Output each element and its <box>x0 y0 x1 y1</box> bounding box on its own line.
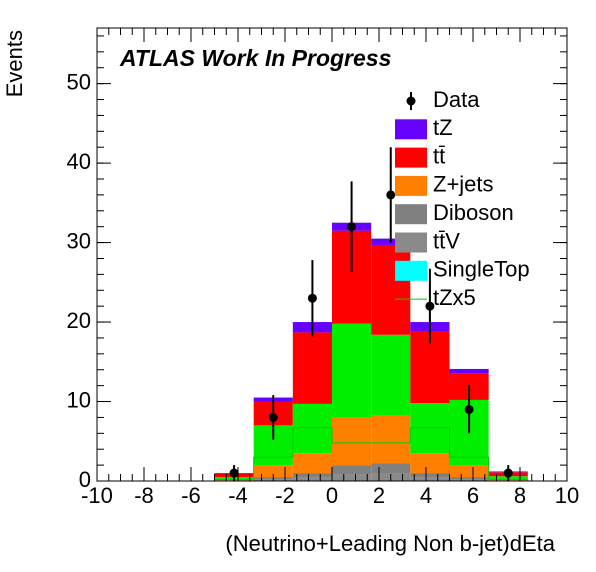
legend-label: Diboson <box>433 200 514 225</box>
legend-swatch <box>395 204 427 225</box>
x-tick-label: -4 <box>228 483 248 508</box>
histogram-bar <box>253 465 293 478</box>
histogram-bar <box>332 465 372 475</box>
histogram-bar <box>292 453 332 474</box>
x-tick-label: -2 <box>275 483 295 508</box>
legend-label: tt̄ <box>433 143 445 168</box>
legend-label: tZ <box>433 115 453 140</box>
legend-label: tt̄V <box>433 228 460 253</box>
data-point <box>464 404 474 414</box>
histogram-bar <box>449 477 489 480</box>
histogram-bar <box>292 403 332 454</box>
histogram-bar <box>332 474 372 481</box>
histogram-bar <box>449 479 489 481</box>
x-tick-label: 8 <box>514 483 526 508</box>
legend-label: Z+jets <box>433 172 494 197</box>
legend-swatch <box>395 260 427 281</box>
histogram-bar <box>292 473 332 478</box>
legend-swatch <box>395 175 427 196</box>
histogram-bar <box>449 368 489 374</box>
histogram-bar <box>410 477 450 481</box>
y-tick-label: 40 <box>67 149 91 174</box>
x-tick-label: 6 <box>467 483 479 508</box>
data-point <box>307 293 317 303</box>
y-tick-label: 30 <box>67 228 91 253</box>
histogram-bar <box>292 332 332 404</box>
legend-label: SingleTop <box>433 257 530 282</box>
histogram-bar <box>332 323 372 418</box>
histogram-bar <box>371 244 411 335</box>
histogram-bar <box>292 477 332 481</box>
x-axis-label: (Neutrino+Leading Non b-jet)dEta <box>225 531 555 556</box>
chart-title: ATLAS Work In Progress <box>119 45 391 71</box>
histogram-bar <box>410 473 450 478</box>
x-tick-label: -10 <box>81 483 113 508</box>
histogram-bar <box>410 453 450 474</box>
legend-swatch <box>395 119 427 140</box>
data-point <box>425 301 435 311</box>
y-tick-label: 0 <box>79 467 91 492</box>
histogram-bar <box>371 415 411 464</box>
y-tick-label: 10 <box>67 387 91 412</box>
y-axis-label: Events <box>2 30 27 97</box>
x-tick-label: -8 <box>134 483 154 508</box>
x-tick-label: 0 <box>326 483 338 508</box>
histogram-bar <box>371 334 411 416</box>
data-point <box>268 412 278 422</box>
histogram-bar <box>332 417 372 466</box>
x-tick-label: 4 <box>420 483 432 508</box>
y-tick-label: 50 <box>67 69 91 94</box>
legend-label: Data <box>433 87 480 112</box>
histogram-bar <box>371 463 411 474</box>
data-point <box>386 190 396 200</box>
y-tick-label: 20 <box>67 308 91 333</box>
x-tick-label: 10 <box>555 483 579 508</box>
legend-label: tZx5 <box>433 285 476 310</box>
histogram-bar <box>449 465 489 478</box>
x-tick-label: 2 <box>373 483 385 508</box>
data-point <box>347 222 357 232</box>
data-point <box>503 468 513 478</box>
legend-marker <box>406 96 416 106</box>
legend-swatch <box>395 232 427 253</box>
x-tick-label: -6 <box>181 483 201 508</box>
legend-swatch <box>395 147 427 168</box>
data-point <box>229 468 239 478</box>
